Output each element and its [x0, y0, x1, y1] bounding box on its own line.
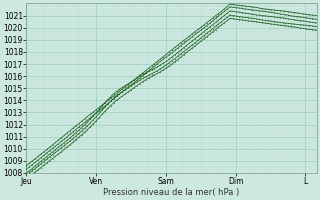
X-axis label: Pression niveau de la mer( hPa ): Pression niveau de la mer( hPa )	[103, 188, 240, 197]
